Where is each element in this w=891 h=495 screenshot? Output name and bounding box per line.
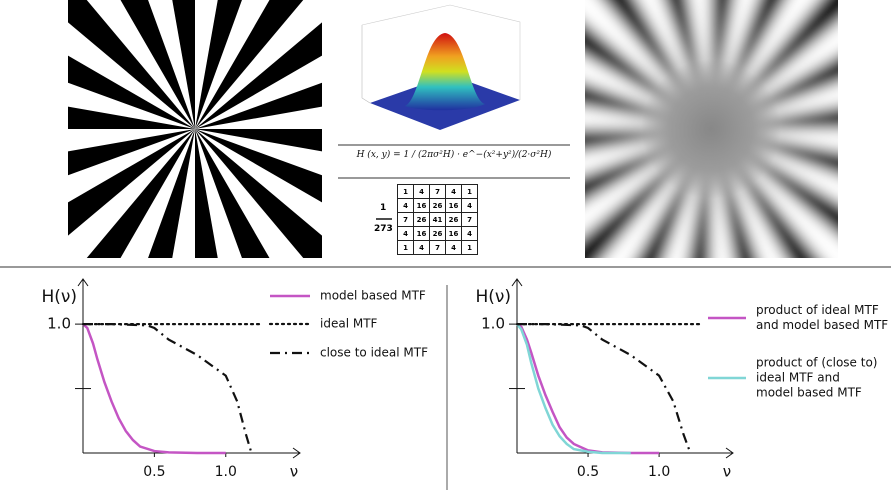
x-tick-label: 0.5 (143, 464, 165, 480)
kernel-cell: 4 (446, 241, 462, 255)
formula: H (x, y) = 1 / (2πσ²H) · e^−(x²+y²)/(2·σ… (340, 150, 568, 160)
figure: H(ν) ν 0.5 1.0 1.0 H(ν) ν 0.5 1.0 1.0 H (x, y) = … (0, 0, 891, 495)
legend-label: ideal MTF (320, 317, 377, 332)
kernel-cell: 1 (398, 185, 414, 199)
kernel-cell: 4 (414, 241, 430, 255)
kernel-cell: 4 (398, 199, 414, 213)
kernel-cell: 7 (430, 241, 446, 255)
mtf-line (83, 324, 251, 453)
kernel-cell: 7 (462, 213, 478, 227)
kernel-cell: 4 (414, 185, 430, 199)
x-tick-label: 0.5 (577, 464, 599, 480)
y-axis-label: H(ν) (41, 287, 77, 307)
kernel-numerator: 1 (380, 203, 386, 213)
kernel-cell: 4 (446, 185, 462, 199)
kernel-cell: 16 (446, 199, 462, 213)
kernel-cell: 1 (398, 241, 414, 255)
kernel-cell: 1 (462, 185, 478, 199)
kernel-denominator: 273 (374, 224, 393, 234)
kernel-cell: 16 (414, 199, 430, 213)
y-tick-label: 1.0 (481, 315, 505, 333)
legend-label: product of ideal MTF and model based MTF (756, 303, 888, 333)
gaussian-plot (362, 5, 520, 130)
y-axis-label: H(ν) (475, 287, 511, 307)
y-tick-label: 1.0 (47, 315, 71, 333)
kernel-cell: 7 (430, 185, 446, 199)
legend-label: close to ideal MTF (320, 346, 428, 361)
x-axis-label: ν (723, 463, 731, 481)
kernel-cell: 16 (446, 227, 462, 241)
kernel-cell: 7 (398, 213, 414, 227)
mtf-line (83, 324, 226, 453)
kernel-cell: 26 (430, 227, 446, 241)
x-axis-label: ν (290, 463, 298, 481)
kernel-cell: 16 (414, 227, 430, 241)
kernel-cell: 26 (446, 213, 462, 227)
kernel-cell: 4 (462, 199, 478, 213)
mtf-line (517, 324, 631, 453)
x-tick-label: 1.0 (648, 464, 670, 480)
kernel-cell: 26 (414, 213, 430, 227)
kernel-cell: 41 (430, 213, 446, 227)
kernel-cell: 26 (430, 199, 446, 213)
kernel-cell: 4 (462, 227, 478, 241)
x-tick-label: 1.0 (215, 464, 237, 480)
legend-label: product of (close to) ideal MTF and mode… (756, 356, 877, 401)
legend-label: model based MTF (320, 289, 426, 304)
kernel-cell: 4 (398, 227, 414, 241)
kernel-cell: 1 (462, 241, 478, 255)
